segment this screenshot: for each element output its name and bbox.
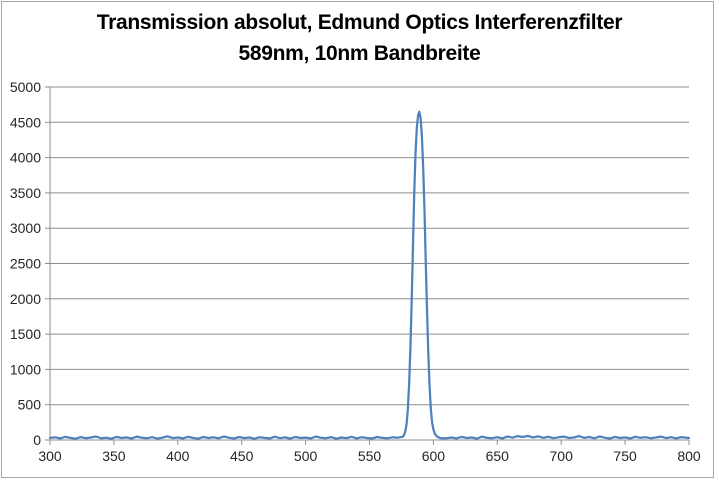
x-tick-label-450: 450 <box>230 448 254 464</box>
x-tick-label-400: 400 <box>166 448 190 464</box>
x-tick-label-350: 350 <box>102 448 126 464</box>
x-tick-label-500: 500 <box>294 448 318 464</box>
y-tick-label-0: 0 <box>33 432 41 448</box>
chart-title-line-2: 589nm, 10nm Bandbreite <box>238 42 481 65</box>
x-tick-label-700: 700 <box>550 448 574 464</box>
x-tick-label-550: 550 <box>358 448 382 464</box>
y-tick-label-3000: 3000 <box>10 220 41 236</box>
y-tick-label-1000: 1000 <box>10 361 41 377</box>
x-tick-label-300: 300 <box>38 448 62 464</box>
x-tick-label-750: 750 <box>613 448 637 464</box>
y-tick-label-3500: 3500 <box>10 185 41 201</box>
y-tick-label-500: 500 <box>18 397 42 413</box>
y-tick-label-2500: 2500 <box>10 256 41 272</box>
y-tick-label-1500: 1500 <box>10 326 41 342</box>
x-tick-label-600: 600 <box>422 448 446 464</box>
chart-title-line-1: Transmission absolut, Edmund Optics Inte… <box>96 11 623 34</box>
x-tick-label-650: 650 <box>486 448 510 464</box>
y-tick-label-4500: 4500 <box>10 114 41 130</box>
y-tick-label-5000: 5000 <box>10 79 41 95</box>
y-tick-label-4000: 4000 <box>10 150 41 166</box>
y-tick-label-2000: 2000 <box>10 291 41 307</box>
chart-title: Transmission absolut, Edmund Optics Inte… <box>0 7 719 69</box>
x-tick-label-800: 800 <box>677 448 701 464</box>
data-series-line <box>48 110 691 440</box>
